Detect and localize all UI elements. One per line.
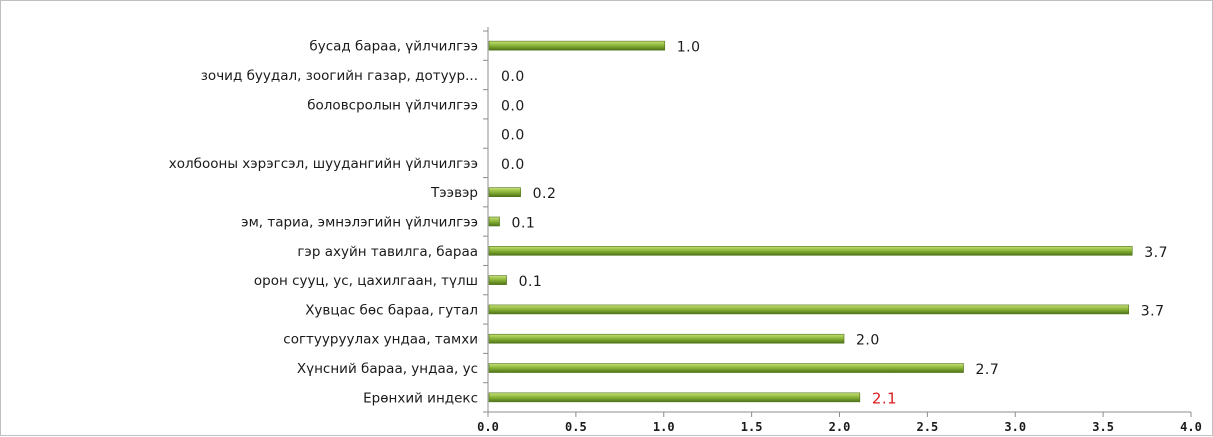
bar	[488, 246, 1133, 256]
data-label: 3.7	[1141, 303, 1165, 319]
data-label: 0.0	[501, 157, 525, 173]
category-label: согтууруулах ундаа, тамхи	[283, 332, 478, 348]
category-label: Хүнсний бараа, ундаа, ус	[297, 361, 478, 377]
data-label: 2.7	[976, 362, 1000, 378]
category-label: эм, тариа, эмнэлэгийн үйлчилгээ	[241, 215, 478, 231]
data-label: 1.0	[677, 40, 701, 56]
bar	[488, 187, 521, 197]
data-label: 0.1	[519, 274, 543, 290]
data-label: 0.0	[501, 128, 525, 144]
x-tick-label: 1.5	[741, 420, 763, 434]
bar	[488, 363, 964, 373]
x-tick-label: 0.0	[477, 420, 499, 434]
labels-layer: 0.0 0.5 1.0 1.5 2.0 2.5 3.0 3.5 4.0 бусад бараа, …	[169, 39, 1202, 434]
category-label: зочид буудал, зоогийн газар, дотуур...	[201, 68, 478, 84]
x-tick-label: 1.0	[653, 420, 675, 434]
data-label: 2.1	[872, 389, 897, 407]
x-tick-label: 0.5	[565, 420, 587, 434]
data-label: 0.0	[501, 98, 525, 114]
bar	[488, 40, 666, 51]
category-label: бусад бараа, үйлчилгээ	[309, 39, 478, 55]
bar	[488, 275, 507, 285]
axis-layer	[483, 27, 1192, 417]
x-tick-label: 2.0	[829, 420, 851, 434]
category-label: Тээвэр	[430, 185, 478, 201]
category-label: Хувцас бөс бараа, гутал	[305, 302, 478, 318]
x-tick-label: 3.5	[1092, 420, 1114, 434]
bar	[488, 333, 845, 344]
category-label: холбооны хэрэгсэл, шуудангийн үйлчилгээ	[169, 156, 478, 172]
data-label: 0.0	[501, 69, 525, 85]
category-label: боловсролын үйлчилгээ	[307, 97, 478, 113]
x-tick-label: 2.5	[917, 420, 939, 434]
category-label: орон сууц, ус, цахилгаан, түлш	[254, 273, 478, 289]
data-label: 2.0	[856, 333, 880, 349]
data-label: 3.7	[1144, 245, 1168, 261]
bars-layer	[488, 40, 1133, 403]
category-label: Ерөнхий индекс	[363, 390, 478, 406]
x-tick-label: 3.0	[1004, 420, 1026, 434]
bar	[488, 304, 1130, 315]
bar	[488, 216, 500, 227]
bar	[488, 392, 861, 403]
x-tick-label: 4.0	[1180, 420, 1202, 434]
data-label: 0.2	[533, 186, 557, 202]
category-label: гэр ахуйн тавилга, бараа	[297, 244, 478, 260]
data-label: 0.1	[512, 216, 536, 232]
